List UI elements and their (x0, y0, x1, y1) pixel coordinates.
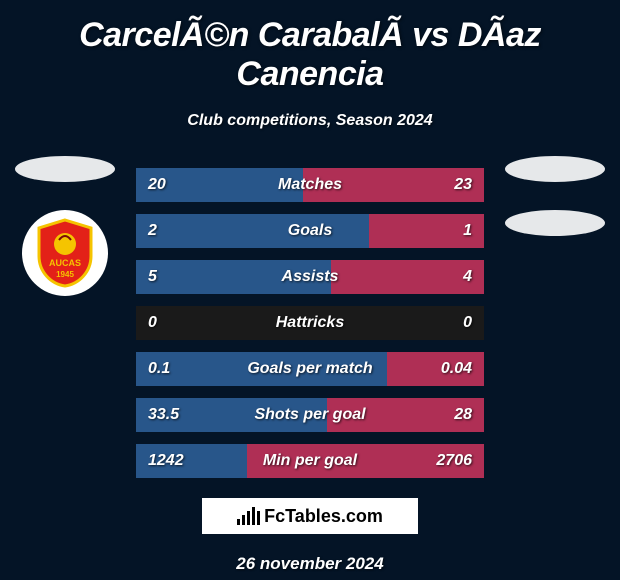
aucas-shield-icon: AUCAS 1945 (35, 218, 95, 288)
stat-value-right: 23 (404, 176, 484, 194)
stat-row: 2Goals1 (136, 214, 484, 248)
page-title: CarcelÃ©n CarabalÃ vs DÃaz Canencia (10, 16, 610, 94)
subtitle: Club competitions, Season 2024 (10, 112, 610, 130)
stat-value-left: 20 (136, 176, 216, 194)
stat-label: Goals per match (216, 360, 404, 378)
comparison-panel: AUCAS 1945 20Matches232Goals15Assists40H… (10, 168, 610, 478)
stats-table: 20Matches232Goals15Assists40Hattricks00.… (136, 168, 484, 478)
stat-label: Min per goal (216, 452, 404, 470)
stat-row: 0Hattricks0 (136, 306, 484, 340)
fctables-logo-text: FcTables.com (264, 506, 383, 527)
stat-value-right: 2706 (404, 452, 484, 470)
stat-row: 33.5Shots per goal28 (136, 398, 484, 432)
stat-value-right: 1 (404, 222, 484, 240)
stat-value-left: 0.1 (136, 360, 216, 378)
stat-label: Goals (216, 222, 404, 240)
stat-row: 5Assists4 (136, 260, 484, 294)
stat-row: 0.1Goals per match0.04 (136, 352, 484, 386)
stat-label: Matches (216, 176, 404, 194)
right-player-column (500, 156, 610, 264)
right-club-badge-placeholder (505, 210, 605, 236)
svg-text:1945: 1945 (56, 270, 74, 279)
stat-value-left: 0 (136, 314, 216, 332)
stat-value-right: 4 (404, 268, 484, 286)
stat-row: 1242Min per goal2706 (136, 444, 484, 478)
stat-value-right: 28 (404, 406, 484, 424)
report-date: 26 november 2024 (10, 554, 610, 574)
stat-value-left: 1242 (136, 452, 216, 470)
stat-label: Hattricks (216, 314, 404, 332)
stat-value-right: 0.04 (404, 360, 484, 378)
stat-value-right: 0 (404, 314, 484, 332)
fctables-logo: FcTables.com (202, 498, 418, 534)
right-player-photo-placeholder (505, 156, 605, 182)
stat-row: 20Matches23 (136, 168, 484, 202)
stat-value-left: 33.5 (136, 406, 216, 424)
left-player-photo-placeholder (15, 156, 115, 182)
svg-text:AUCAS: AUCAS (49, 258, 81, 268)
stat-label: Assists (216, 268, 404, 286)
left-player-column: AUCAS 1945 (10, 156, 120, 296)
stat-value-left: 5 (136, 268, 216, 286)
left-club-badge: AUCAS 1945 (22, 210, 108, 296)
bars-icon (237, 507, 260, 525)
stat-value-left: 2 (136, 222, 216, 240)
stat-label: Shots per goal (216, 406, 404, 424)
